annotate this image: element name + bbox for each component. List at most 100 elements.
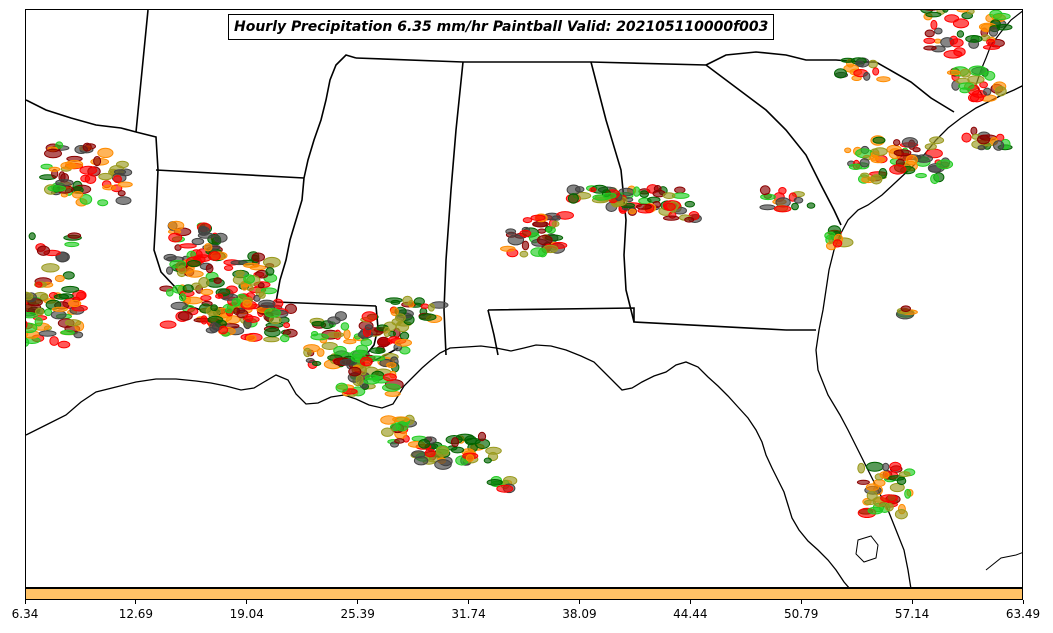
precip-blob [965,35,983,43]
colorbar-tick [468,600,470,604]
precip-blob [260,287,277,295]
colorbar [25,588,1023,600]
precip-blob [968,65,988,76]
precip-blob [321,342,338,350]
precip-blob [200,295,212,301]
precip-blob [65,159,84,169]
precip-blob [507,234,525,246]
precip-blob [879,471,890,479]
precip-blob [36,245,51,256]
precip-blob [166,266,173,275]
precip-blob [178,293,187,302]
precip-blob [243,262,260,268]
state-borders [26,10,955,364]
precip-blob [50,310,67,320]
precip-blob [159,320,177,329]
precip-blob [394,338,412,347]
precip-blob [450,446,465,454]
precip-blob [54,274,65,283]
precip-blob [967,75,985,84]
precip-blob [26,322,38,334]
precip-blob [79,194,93,205]
precip-blob [876,76,891,83]
precip-blob [961,132,972,143]
precip-blob [55,179,74,187]
precip-blob [878,168,888,179]
precip-blob [79,165,98,175]
precip-blob [177,311,193,321]
precip-blob [316,348,325,357]
colorbar-tick [135,600,137,604]
colorbar-tick-label: 44.44 [673,607,708,621]
precip-blob [335,382,348,393]
precip-blob [168,220,185,231]
precip-blob [84,174,97,184]
precip-blob [93,156,102,167]
precip-blob [364,324,373,331]
precip-blob [840,57,855,63]
precip-blob [117,190,126,197]
precip-blob [859,158,870,168]
precip-blob [551,220,560,227]
precip-blob [26,292,34,301]
precip-blob [203,243,213,252]
precip-blob [44,308,53,317]
precip-blob [424,448,436,458]
precip-blob [263,256,281,268]
precip-blob [51,306,68,312]
precip-blob [855,60,865,68]
precip-blob [213,277,222,284]
precip-blob [394,438,405,444]
precip-blob [283,322,291,329]
east-coastline [815,85,1022,587]
colorbar-tick-label: 19.04 [229,607,264,621]
precip-blob [224,307,233,314]
precip-blob [977,134,991,145]
precip-blob [793,197,804,204]
precip-blob [327,331,344,338]
precip-blob [395,313,406,323]
precip-blob [896,476,907,486]
coastline [26,344,850,587]
precip-blob [882,462,890,472]
precip-blob [113,175,122,184]
precip-blob [187,260,201,267]
precip-blob [982,44,1001,50]
precip-blob [242,299,252,308]
precip-blob [635,203,652,210]
precip-blob [893,139,901,146]
precip-blob [179,243,197,249]
precip-blob [235,270,245,276]
precip-blob [834,68,847,79]
precip-blob [210,304,218,312]
precip-blob [343,329,351,340]
precip-blob [200,288,214,296]
precip-blob [893,149,912,157]
colorbar-tick-label: 6.34 [11,607,39,621]
precip-blob [860,172,870,178]
precip-blob [264,327,281,338]
precip-blob [923,37,936,44]
precip-blob [386,362,397,369]
precip-blob [977,145,986,151]
precip-blob [34,317,43,327]
precip-blob [632,186,641,197]
precip-blob [773,205,792,213]
precip-blob [363,377,380,385]
precip-blob [113,169,127,175]
precip-blob [264,308,282,318]
precip-blob [213,232,228,243]
precip-blob [209,322,220,333]
precip-blob [759,185,771,196]
precip-blob [182,284,194,293]
colorbar-tick [246,600,248,604]
precip-blob [193,254,212,263]
precip-blob [369,347,386,354]
precip-blob [521,240,530,251]
precip-blob [684,200,695,208]
precip-blob [915,173,927,179]
precip-blob [956,30,965,38]
precip-blob [435,446,450,457]
precip-blob [265,267,275,276]
precip-blob [177,265,187,275]
